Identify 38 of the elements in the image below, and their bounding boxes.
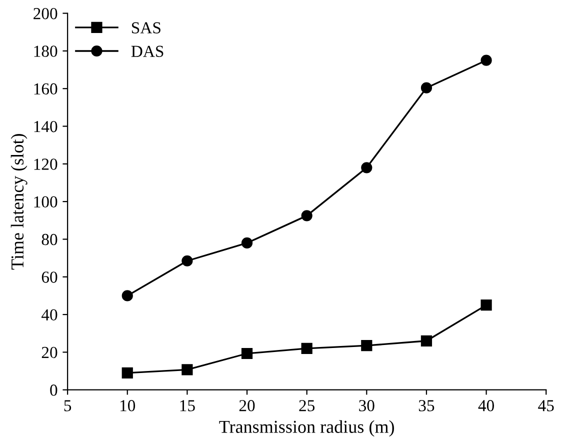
x-tick-label: 20 xyxy=(239,400,255,412)
y-tick-label: 140 xyxy=(34,120,58,132)
point xyxy=(182,364,193,376)
x-tick-label: 30 xyxy=(359,400,374,412)
x-axis-title: Transmission radius (m) xyxy=(219,420,394,437)
x-tick-label: 40 xyxy=(478,400,494,412)
y-tick-label: 60 xyxy=(42,272,58,283)
legend-label: DAS xyxy=(131,46,164,58)
x-tick-label: 15 xyxy=(180,400,195,412)
point xyxy=(480,300,492,311)
y-tick-label: 40 xyxy=(41,309,58,320)
point xyxy=(420,82,432,94)
point xyxy=(361,340,372,352)
point xyxy=(122,290,133,302)
y-tick-label: 200 xyxy=(34,8,58,20)
point xyxy=(241,348,253,360)
x-tick-label: 25 xyxy=(299,400,315,412)
x-tick-label: 45 xyxy=(538,400,554,412)
point xyxy=(480,54,492,66)
point xyxy=(182,255,193,266)
y-tick-label: 20 xyxy=(42,346,58,358)
point xyxy=(301,210,312,222)
legend-label: SAS xyxy=(132,22,160,34)
y-tick-label: 80 xyxy=(42,234,58,246)
y-tick-label: 0 xyxy=(50,384,58,396)
y-tick-label: 180 xyxy=(34,46,58,57)
point xyxy=(122,367,133,378)
point xyxy=(241,237,253,249)
y-tick-label: 100 xyxy=(34,196,58,208)
point xyxy=(420,335,432,346)
x-tick-label: 10 xyxy=(120,400,136,412)
x-tick-label: 35 xyxy=(418,400,434,412)
point xyxy=(301,342,312,354)
y-tick-label: 120 xyxy=(34,158,58,170)
y-tick-label: 160 xyxy=(34,83,58,95)
y-axis-title: Time latency (slot) xyxy=(10,134,28,270)
point xyxy=(361,162,372,174)
x-tick-label: 5 xyxy=(64,400,72,412)
